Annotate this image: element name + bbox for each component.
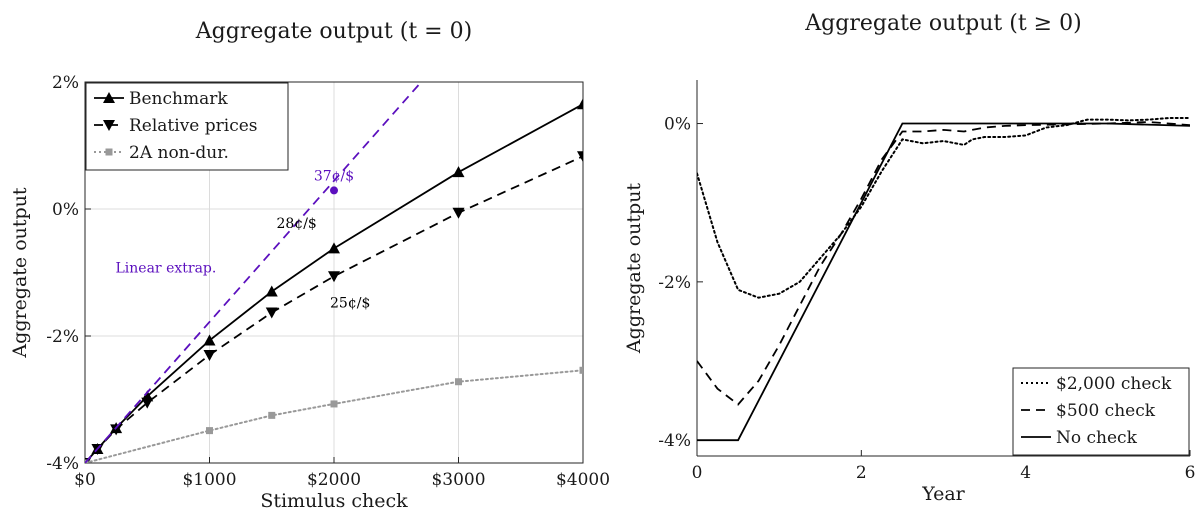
series-2-point (452, 207, 465, 219)
legend-label: $500 check (1056, 401, 1156, 421)
series-2-point (110, 424, 123, 436)
annotation-label: 28¢/$ (276, 216, 316, 232)
series-1-point (203, 334, 216, 346)
annotation-label: 37¢/$ (314, 168, 354, 184)
series-2-point (203, 350, 216, 362)
x-axis-label: Stimulus check (260, 490, 408, 512)
y-axis-label: Aggregate output (623, 183, 645, 354)
x-tick-label: $0 (74, 470, 96, 490)
annotation-label: Linear extrap. (116, 261, 217, 277)
legend-label: Relative prices (129, 116, 258, 136)
series-3-point (455, 378, 462, 386)
legend-label: Benchmark (129, 89, 228, 109)
x-tick-label: 4 (1020, 463, 1031, 483)
series-1-point (577, 98, 583, 110)
x-tick-label: $2000 (307, 470, 361, 490)
y-tick-label: -4% (46, 454, 79, 474)
legend-label: $2,000 check (1056, 374, 1172, 394)
series-2-point (141, 397, 154, 409)
series-2-point (265, 307, 278, 319)
series-2-point (328, 271, 340, 283)
x-axis-label: Year (921, 483, 965, 505)
series-line-4 (85, 82, 422, 463)
x-tick-label: $4000 (556, 470, 610, 490)
series-3-point (206, 427, 213, 435)
x-tick-label: $1000 (182, 470, 236, 490)
y-tick-label: 0% (664, 115, 691, 135)
legend-marker (103, 92, 115, 103)
series-line-1 (697, 117, 1190, 299)
y-tick-label: 2% (52, 73, 79, 93)
x-tick-label: 0 (692, 463, 703, 483)
highlight-point (330, 186, 338, 195)
chart-1: $0 $1000 $2000 $3000 $4000 -4% -2% 0% 2% Aggregat… (9, 19, 610, 512)
series-line-2 (697, 121, 1190, 406)
chart-2: 0 2 4 6 -4% -2% 0% Aggregate output (t ≥ 0) Year… (623, 11, 1195, 505)
legend-label: No check (1056, 428, 1138, 448)
y-tick-label: 0% (52, 200, 79, 220)
x-tick-label: 6 (1185, 463, 1196, 483)
series-3-point (268, 411, 276, 419)
series-group (697, 117, 1190, 442)
y-axis-label: Aggregate output (9, 187, 31, 358)
chart-title: Aggregate output (t = 0) (195, 19, 472, 44)
annotation-label: 25¢/$ (330, 295, 370, 311)
series-1-point (452, 166, 465, 178)
series-line-3 (85, 369, 583, 463)
series-line-3 (697, 122, 1190, 442)
series-group (85, 82, 583, 463)
y-tick-label: -2% (46, 327, 79, 347)
chart-title: Aggregate output (t ≥ 0) (804, 11, 1081, 36)
series-1-point (328, 242, 340, 254)
series-1-point (265, 285, 278, 297)
y-tick-label: -2% (658, 273, 691, 293)
series-2-point (577, 151, 583, 163)
x-tick-label: 2 (856, 463, 867, 483)
legend-label: 2A non-dur. (129, 143, 229, 163)
x-tick-label: $3000 (431, 470, 485, 490)
series-3-point (330, 400, 338, 408)
legend: Benchmark Relative prices 2A non-dur. (85, 82, 289, 171)
legend-marker (105, 148, 113, 156)
legend-marker (103, 120, 115, 131)
legend: $2,000 check $500 check No check (1012, 367, 1190, 456)
y-tick-label: -4% (658, 431, 691, 451)
series-3-point (579, 366, 583, 374)
